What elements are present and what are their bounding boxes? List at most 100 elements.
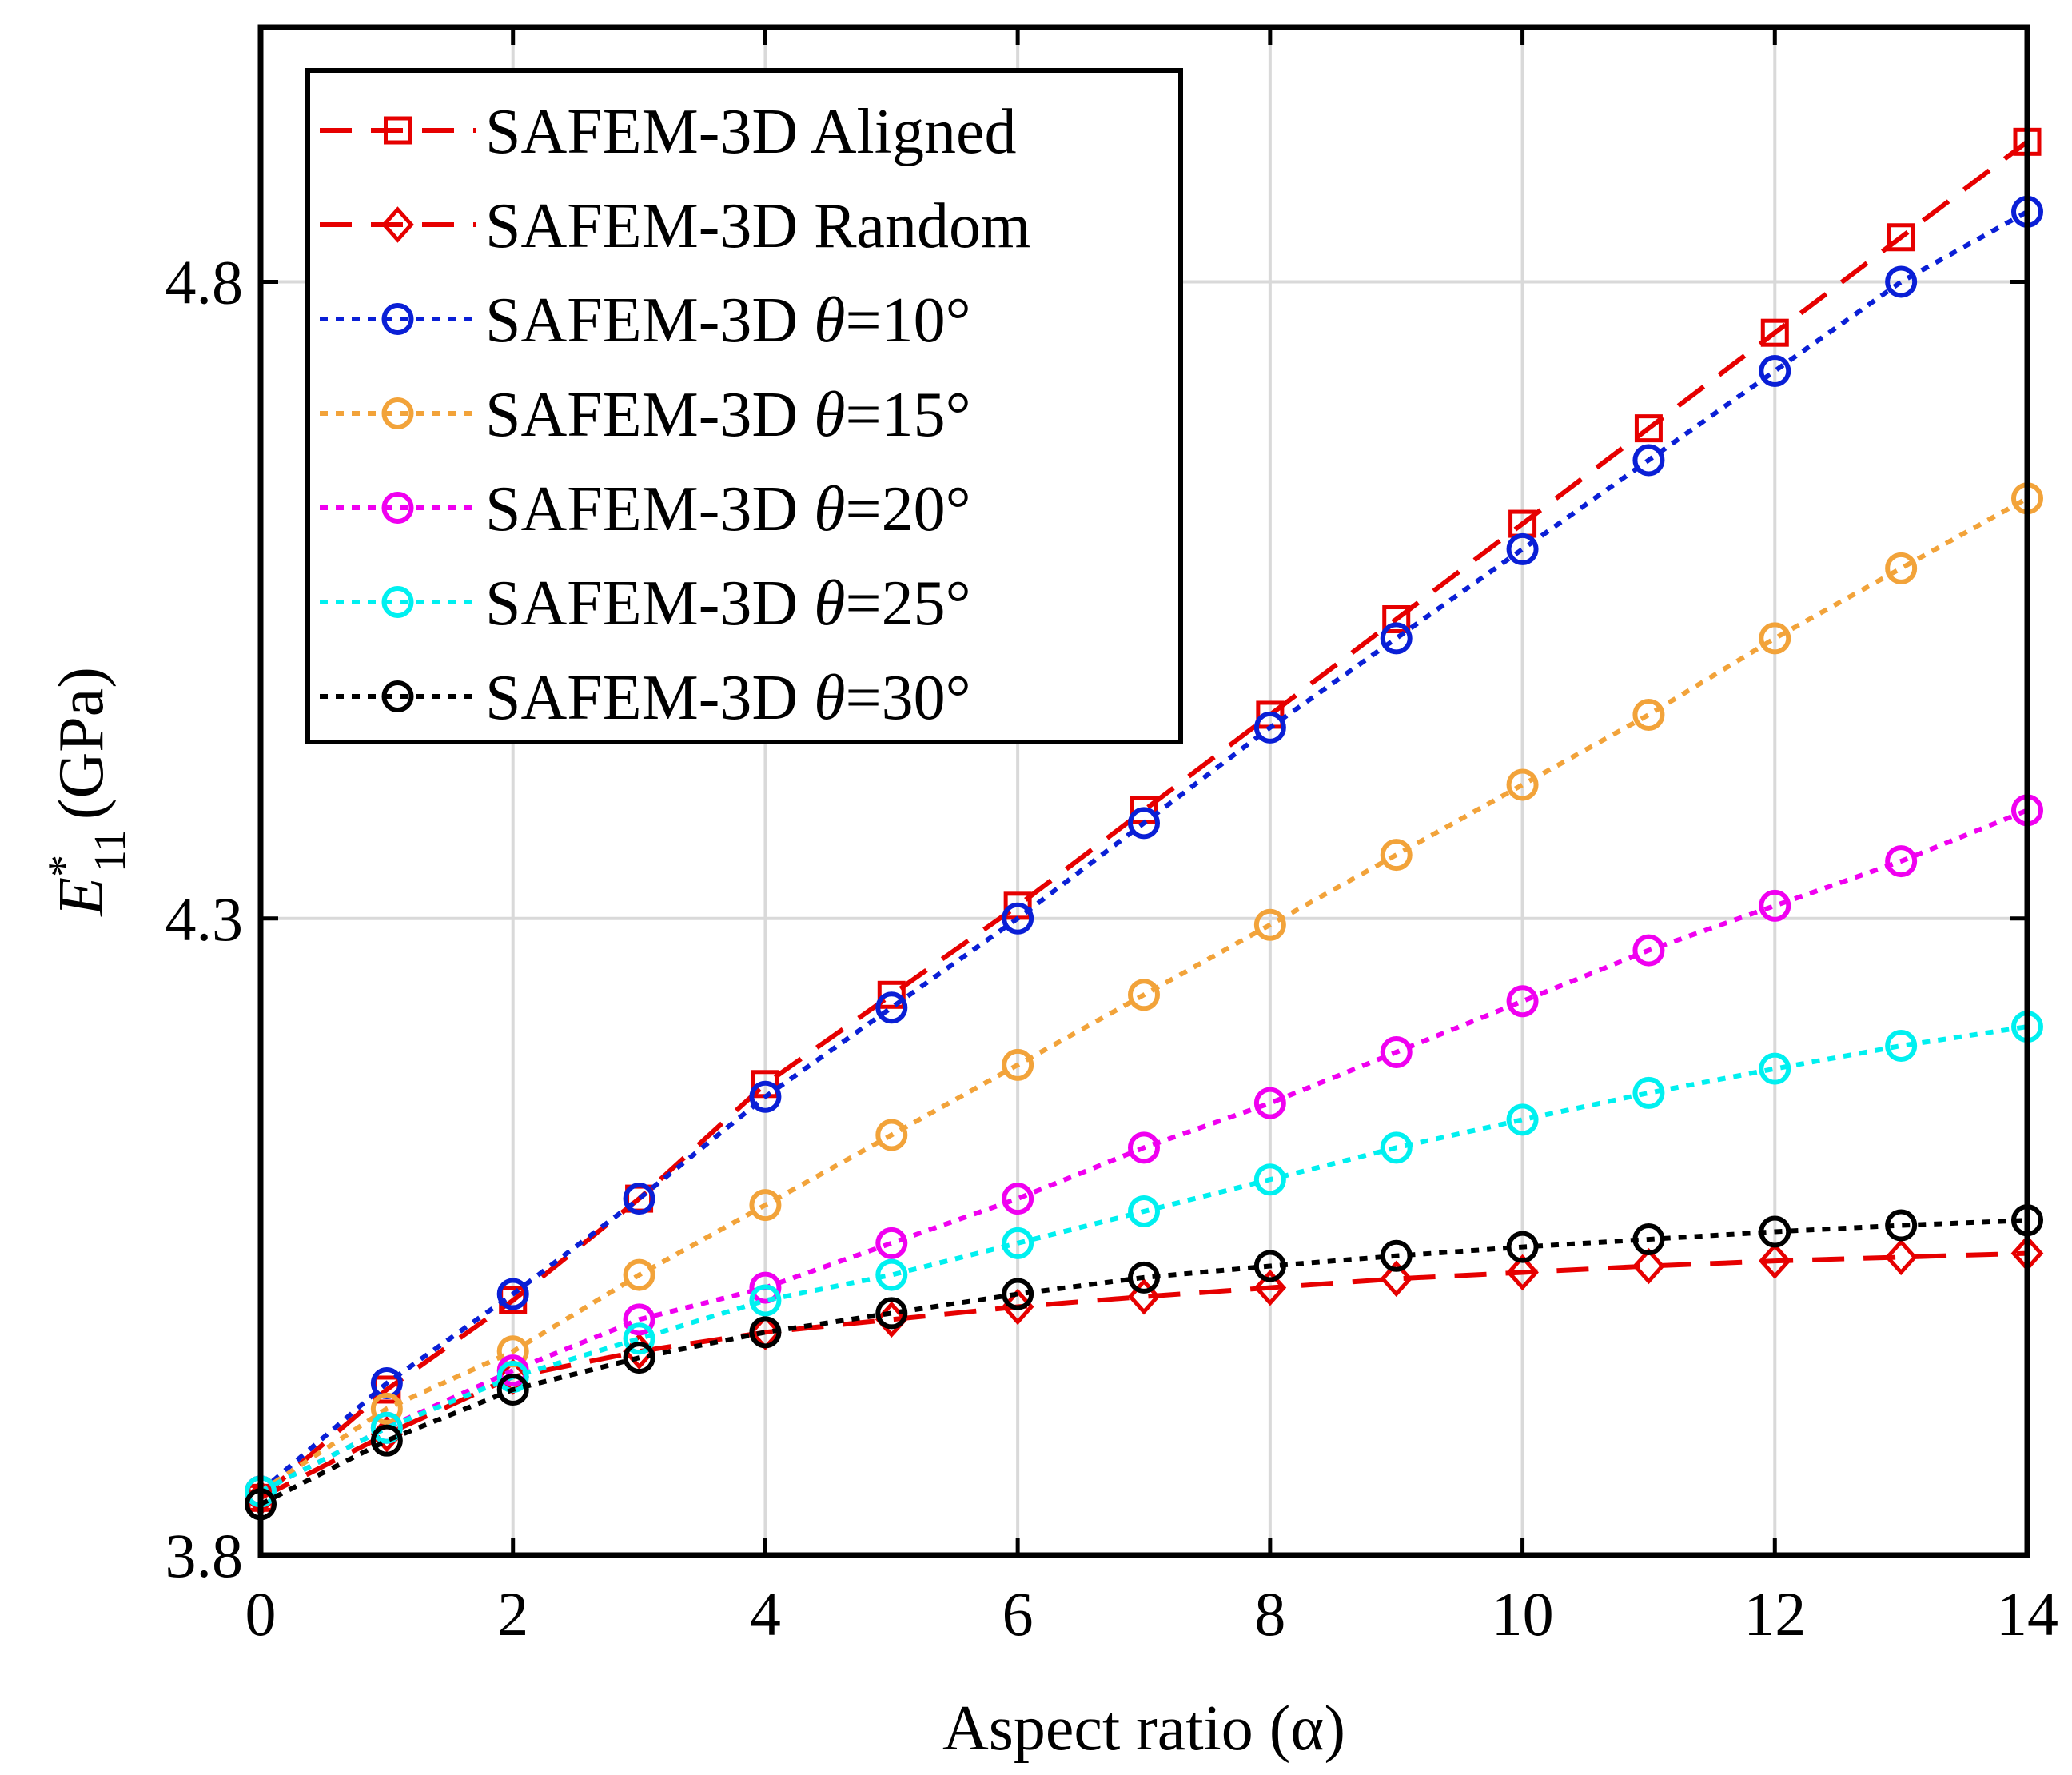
legend-label: SAFEM-3D Aligned [485, 97, 1017, 167]
data-point [1759, 1215, 1791, 1248]
legend: SAFEM-3D Aligned SAFEM-3D Random SAFEM-3D … [305, 68, 1183, 744]
data-point [1758, 1242, 1791, 1279]
data-point [370, 1411, 403, 1444]
legend-label: SAFEM-3D θ=10° [485, 285, 971, 356]
data-point [1128, 979, 1160, 1011]
legend-marker [381, 680, 414, 712]
data-point [1380, 1035, 1413, 1068]
data-point [1380, 622, 1413, 655]
data-point [1759, 622, 1791, 655]
data-point [370, 1392, 403, 1425]
data-point [1885, 845, 1918, 878]
legend-label: SAFEM-3D θ=15° [485, 380, 971, 450]
data-point [1885, 552, 1918, 584]
data-point [1632, 1247, 1665, 1285]
data-point [1128, 1195, 1160, 1228]
data-point [877, 980, 906, 1009]
tick-layer: 0 2 4 6 8 10 12 14 3.8 4.3 4.8 [165, 27, 2058, 1649]
data-point [1380, 1239, 1413, 1272]
y-tick-label: 4.8 [165, 248, 244, 317]
series-3 [245, 195, 2043, 1508]
series-line [259, 808, 2029, 1494]
data-point [875, 1297, 908, 1330]
data-point [1253, 711, 1286, 744]
data-point [1380, 1131, 1413, 1164]
data-point [1885, 1030, 1918, 1062]
data-point [1127, 1278, 1161, 1315]
data-point [1253, 1250, 1286, 1282]
data-point [1253, 1269, 1287, 1306]
data-point [1885, 265, 1918, 298]
data-point [1253, 908, 1286, 941]
y-axis-label-sub: 11 [86, 829, 135, 872]
series-line [259, 209, 2029, 1494]
legend-marker [381, 206, 414, 243]
legend-marker [381, 397, 414, 429]
series-line [259, 1218, 2028, 1506]
data-point [1128, 807, 1160, 840]
data-point [1506, 768, 1539, 801]
data-point [1002, 902, 1034, 935]
legend-marker [381, 303, 414, 335]
data-point [623, 1342, 655, 1374]
legend-entry-2: SAFEM-3D Random [320, 191, 1030, 261]
data-point [749, 1189, 782, 1222]
data-point [623, 1258, 655, 1291]
data-point [875, 1258, 908, 1291]
legend-entry-6: SAFEM-3D θ=25° [320, 568, 971, 639]
x-tick-label: 2 [497, 1579, 528, 1649]
data-point [1759, 354, 1791, 387]
legend-label: SAFEM-3D θ=25° [485, 568, 971, 639]
data-point [1253, 1163, 1286, 1196]
series-4 [245, 482, 2043, 1508]
data-point [1759, 889, 1791, 922]
y-tick-label: 4.3 [165, 884, 244, 954]
x-tick-label: 6 [1002, 1579, 1034, 1649]
data-point [1760, 318, 1789, 347]
data-point [1506, 985, 1539, 1018]
legend-marker [381, 586, 414, 618]
series-line [259, 1024, 2028, 1494]
legend-entry-1: SAFEM-3D Aligned [320, 97, 1017, 167]
data-point [1634, 414, 1663, 443]
x-tick-label: 4 [750, 1579, 781, 1649]
data-point [1380, 839, 1413, 872]
y-axis-label-sup: * [39, 855, 89, 877]
data-point [749, 1284, 782, 1317]
series-line [259, 139, 2029, 1500]
data-point [875, 991, 908, 1024]
data-point [1382, 605, 1411, 634]
legend-entry-5: SAFEM-3D θ=20° [320, 474, 971, 544]
x-tick-label: 12 [1743, 1579, 1806, 1649]
legend-label: SAFEM-3D Random [485, 191, 1030, 261]
data-point [1632, 1076, 1665, 1109]
y-tick-label: 3.8 [165, 1521, 244, 1590]
y-axis-label-unit: (GPa) [46, 667, 117, 820]
legend-label: SAFEM-3D θ=20° [485, 474, 971, 544]
x-tick-label: 0 [245, 1579, 277, 1649]
x-tick-label: 14 [1996, 1579, 2058, 1649]
data-point [1632, 934, 1665, 967]
series-line [259, 496, 2029, 1494]
data-point [1253, 1087, 1286, 1119]
data-point [1002, 1227, 1034, 1259]
data-point [875, 1301, 908, 1338]
x-axis-label: Aspect ratio (α) [942, 1693, 1345, 1764]
data-point [875, 1227, 908, 1259]
x-tick-label: 10 [1492, 1579, 1554, 1649]
data-point [496, 1278, 529, 1310]
data-point [1506, 532, 1539, 565]
data-point [623, 1183, 655, 1215]
data-point [1632, 698, 1665, 731]
x-tick-label: 8 [1254, 1579, 1285, 1649]
data-point [1002, 1183, 1034, 1215]
data-point [1506, 1231, 1539, 1263]
data-point [1632, 444, 1665, 477]
svg-text:E*11(GPa): E*11 (GPa) [39, 667, 135, 917]
data-point [875, 1119, 908, 1151]
data-point [1506, 1254, 1539, 1291]
data-point [496, 1373, 529, 1406]
data-point [749, 1271, 782, 1304]
legend-entry-3: SAFEM-3D θ=10° [320, 285, 971, 356]
